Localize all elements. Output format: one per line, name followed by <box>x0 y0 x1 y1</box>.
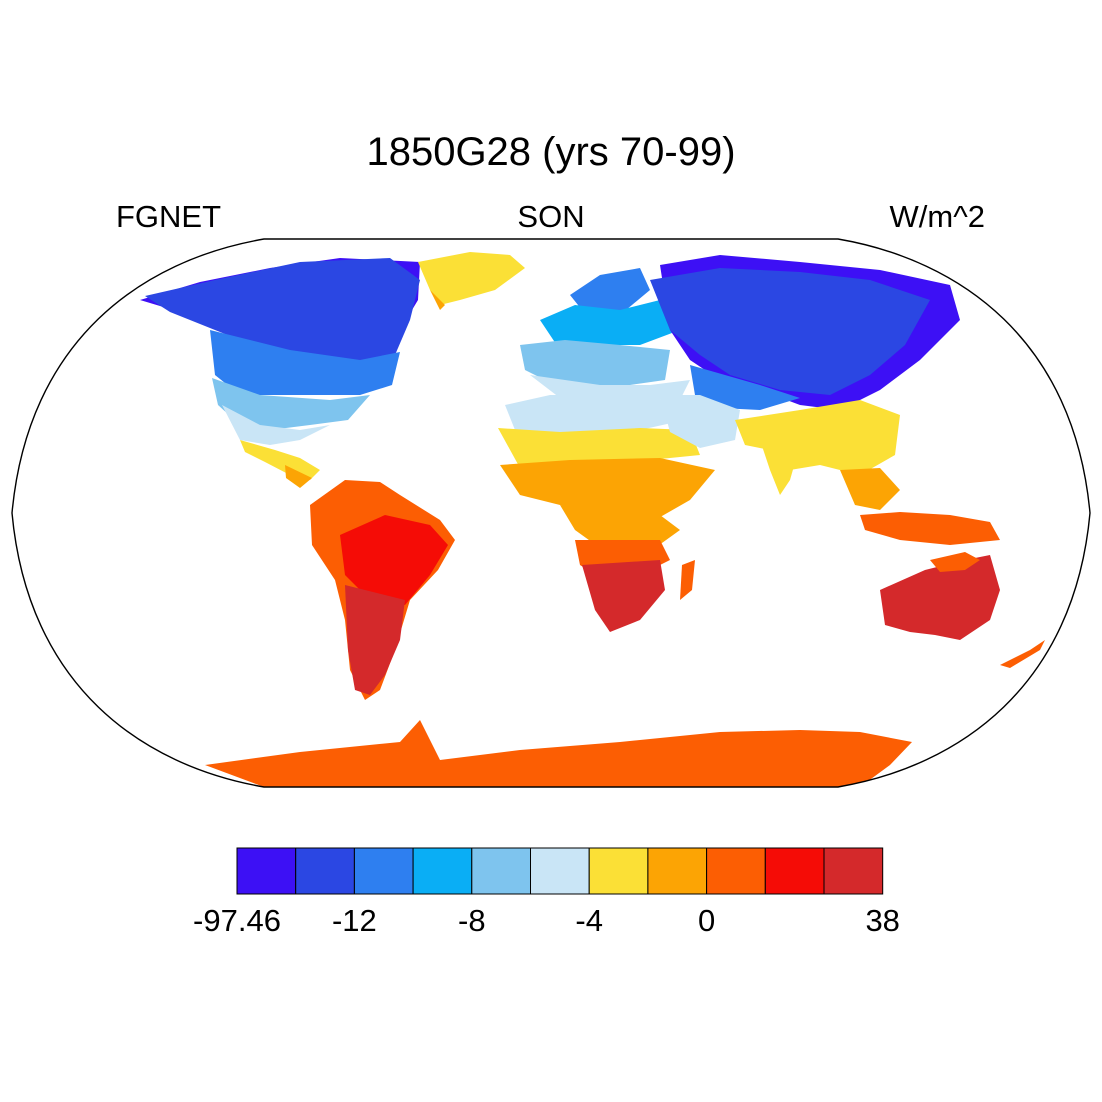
asia-south <box>735 400 900 475</box>
australia-north <box>930 552 980 572</box>
colorbar-box-6 <box>588 847 649 895</box>
colorbar-label-1: -12 <box>331 903 377 938</box>
new-zealand <box>1000 640 1045 668</box>
europe-north <box>540 300 680 350</box>
north-america-usa-south <box>212 378 370 430</box>
africa-south <box>582 560 665 632</box>
south-america-south <box>345 585 405 695</box>
south-america-center <box>340 515 448 605</box>
colorbar-label-0: -97.46 <box>193 903 281 938</box>
mediterranean-rim <box>530 375 690 400</box>
africa-sahel <box>500 458 715 520</box>
india <box>760 440 800 495</box>
africa-central <box>560 505 680 548</box>
colorbar <box>236 847 884 895</box>
central-america-south <box>285 465 312 488</box>
greenland-edge <box>430 290 445 310</box>
greenland <box>418 252 525 305</box>
colorbar-box-3 <box>412 847 473 895</box>
colorbar-label-2: -8 <box>458 903 486 938</box>
colorbar-box-2 <box>353 847 414 895</box>
asia-north <box>650 268 930 395</box>
asia-central <box>690 365 800 410</box>
madagascar <box>680 560 695 600</box>
colorbar-box-0 <box>236 847 297 895</box>
colorbar-label-3: -4 <box>575 903 603 938</box>
north-america-south <box>222 405 330 445</box>
central-america <box>240 440 320 480</box>
middle-east <box>660 395 740 448</box>
colorbar-box-5 <box>530 847 590 895</box>
antarctica <box>205 720 912 787</box>
north-america-usa-north <box>210 330 400 395</box>
colorbar-box-7 <box>647 847 708 895</box>
units-label: W/m^2 <box>889 199 985 234</box>
colorbar-box-1 <box>295 847 355 895</box>
southeast-asia <box>840 468 900 510</box>
colorbar-box-9 <box>764 847 825 895</box>
globe-outline <box>11 238 1091 788</box>
africa-sahara <box>498 428 700 468</box>
map-title: 1850G28 (yrs 70-99) <box>366 130 736 174</box>
colorbar-label-4: 0 <box>697 903 716 938</box>
europe-south <box>520 340 670 385</box>
colorbar-box-4 <box>471 847 531 895</box>
australia <box>880 555 1000 640</box>
colorbar-label-5: 38 <box>865 903 900 938</box>
africa-north <box>505 395 685 435</box>
land-fill <box>140 252 1045 787</box>
north-america-canada <box>145 258 420 365</box>
colorbar-box-8 <box>706 847 766 895</box>
colorbar-box-10 <box>823 847 884 895</box>
season-label: SON <box>517 199 585 234</box>
indonesia <box>860 512 1000 545</box>
variable-name: FGNET <box>116 199 222 234</box>
